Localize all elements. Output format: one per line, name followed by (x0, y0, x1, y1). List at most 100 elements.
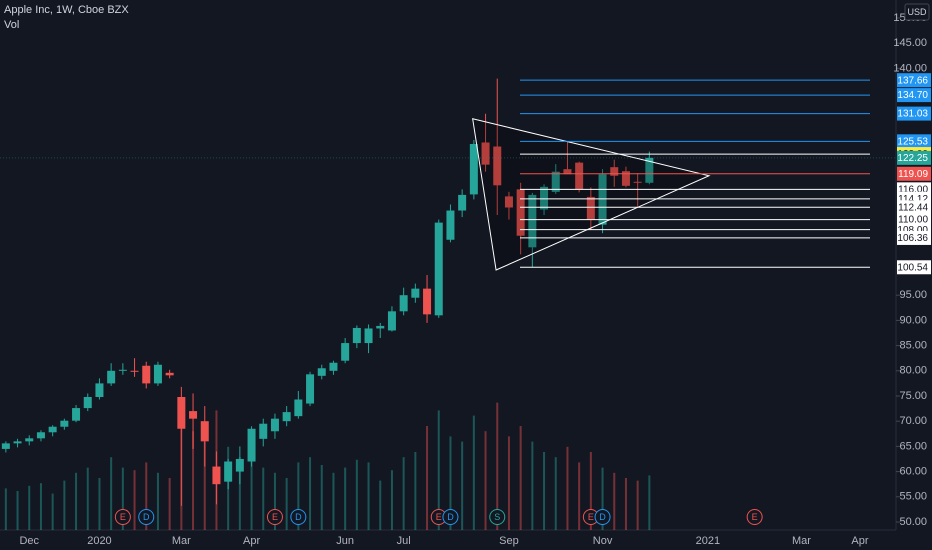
event-marker (442, 509, 459, 525)
volume-bar (613, 472, 616, 530)
candle-body (621, 171, 630, 186)
candle-body (294, 399, 303, 417)
volume-label: Vol (4, 19, 19, 31)
candle-body (387, 311, 396, 331)
event-label: D (599, 512, 606, 522)
event-label: D (447, 512, 454, 522)
candle-body (118, 369, 127, 371)
event-label: E (272, 512, 278, 522)
candle-body (189, 411, 198, 419)
event-marker (114, 509, 131, 525)
volume-bar (320, 465, 323, 530)
x-tick-label: 2020 (87, 535, 111, 547)
candle-body (270, 418, 279, 432)
x-tick-label: Dec (19, 535, 39, 547)
x-tick-label: Apr (851, 535, 868, 547)
candle-body (329, 362, 338, 371)
volume-bar (262, 467, 265, 530)
volume-bar (250, 452, 253, 530)
volume-bar (63, 480, 66, 530)
candle-body (446, 210, 455, 240)
candle-body (282, 412, 291, 422)
y-tick-label: 60.00 (899, 465, 927, 477)
candle-body (575, 162, 584, 190)
volume-bar (531, 441, 534, 530)
event-label: D (295, 512, 302, 522)
candle-body (306, 374, 315, 404)
y-tick-label: 65.00 (899, 440, 927, 452)
candle-body (235, 458, 244, 472)
candle-body (25, 438, 34, 442)
volume-bar (273, 472, 276, 530)
volume-bar (309, 457, 312, 530)
candle-body (598, 174, 607, 225)
y-tick-label: 55.00 (899, 491, 927, 503)
volume-bar (426, 426, 429, 530)
candle-body (563, 169, 572, 175)
currency: USD (907, 7, 927, 17)
y-tick-label: 140.00 (893, 62, 927, 74)
event-marker (138, 509, 155, 525)
volume-bar (156, 472, 159, 530)
candle-body (200, 421, 209, 442)
volume-bar (519, 426, 522, 530)
last-price-bg (897, 150, 931, 165)
candle-body (645, 157, 654, 183)
volume-bar (437, 410, 440, 530)
volume-bar (110, 457, 113, 530)
candle-body (247, 428, 256, 462)
level-label: 114.12 (898, 194, 928, 205)
volume-bar (449, 436, 452, 530)
volume-bar (578, 462, 581, 530)
candle-body (399, 295, 408, 312)
level-label: 106.36 (897, 233, 928, 244)
chart-title: Apple Inc, 1W, Cboe BZX (4, 4, 129, 16)
candle-body (633, 181, 642, 183)
volume-bar (121, 467, 124, 530)
candle-body (586, 196, 595, 220)
level-label-bg (897, 200, 931, 215)
currency-box[interactable] (904, 3, 930, 21)
level-label: 137.66 (897, 75, 928, 86)
candle-body (551, 171, 560, 192)
candle-body (504, 196, 513, 208)
volume-bar (192, 431, 195, 530)
candle-body (177, 396, 186, 429)
volume-bar (133, 470, 136, 530)
candle-body (36, 432, 45, 439)
volume-bar (484, 431, 487, 530)
volume-bar (355, 459, 358, 530)
axis-layer: 50.00 55.00 60.00 65.00 70.00 75.00 80.00 85.00… (19, 12, 931, 547)
candle-body (481, 142, 490, 165)
level-label: 108.00 (897, 225, 928, 236)
volume-bar (39, 483, 42, 530)
y-tick-label: 50.00 (899, 516, 927, 528)
level-label: 110.00 (898, 215, 928, 226)
candle-body (317, 368, 326, 376)
candle-body (516, 189, 525, 236)
drawing-layer (0, 79, 896, 271)
level-label-bg (897, 73, 931, 88)
volume-bar (51, 493, 54, 530)
volume-bar (472, 415, 475, 530)
candle-body (411, 288, 420, 298)
candle-body (95, 383, 104, 397)
candle-body (107, 370, 116, 384)
candle-body (83, 396, 92, 409)
y-tick-label: 90.00 (899, 314, 927, 326)
volume-bar (543, 452, 546, 530)
candle-body (224, 461, 233, 482)
volume-bar (367, 462, 370, 530)
volume-bar (648, 475, 651, 530)
volume-bar (554, 457, 557, 530)
event-marker (290, 509, 307, 525)
volume-bar (28, 485, 31, 530)
candle-body (72, 408, 81, 421)
volume-bar (332, 472, 335, 530)
level-label-bg (897, 106, 931, 121)
level-label-bg (897, 166, 931, 181)
volume-bar (16, 491, 19, 530)
